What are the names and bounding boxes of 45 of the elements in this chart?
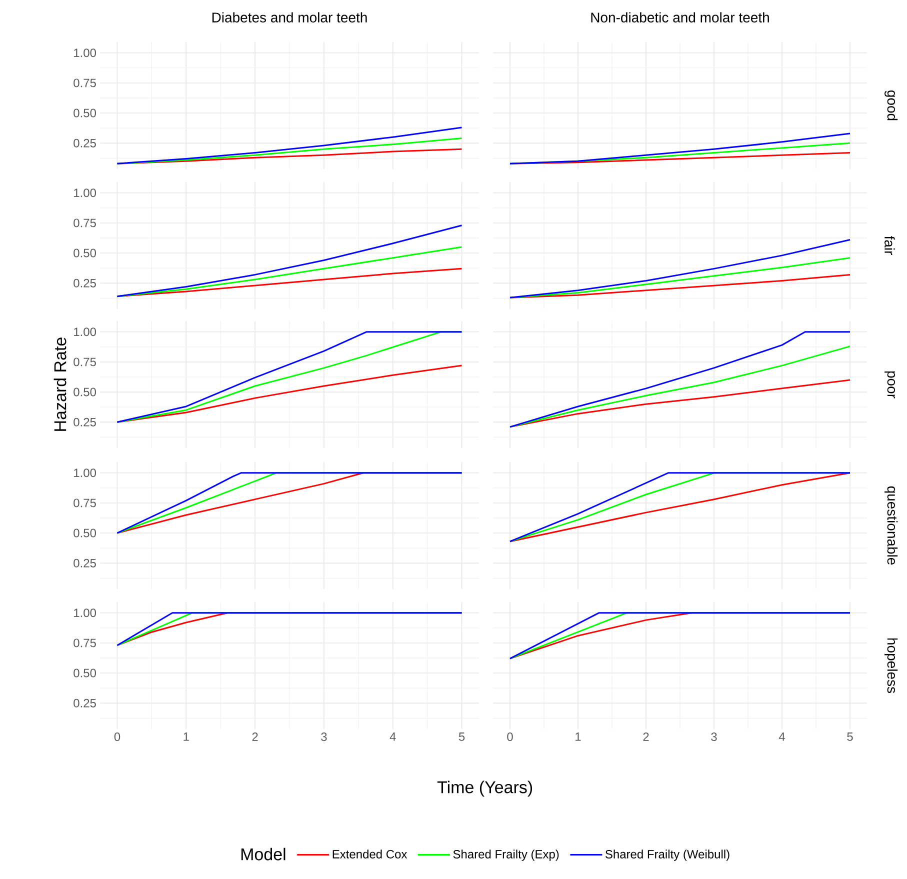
y-tick-label: 1.00 bbox=[74, 468, 96, 478]
y-tick-label: 0.75 bbox=[74, 218, 96, 228]
y-axis-title: Hazard Rate bbox=[54, 338, 66, 431]
x-tick-label: 2 bbox=[252, 732, 258, 741]
legend-label: Shared Frailty (Exp) bbox=[453, 850, 559, 861]
x-tick-label: 3 bbox=[321, 732, 327, 742]
y2-axis-title: questionable bbox=[884, 486, 898, 565]
x-tick-label: 5 bbox=[847, 732, 853, 741]
x-tick-label: 4 bbox=[390, 732, 396, 741]
x-tick-label: 1 bbox=[184, 732, 189, 741]
chart-title: Non-diabetic and molar teeth bbox=[591, 12, 769, 22]
y2-axis-title: fair bbox=[884, 236, 895, 256]
y-tick-label: 0.50 bbox=[74, 528, 96, 538]
y2-axis-title: poor bbox=[884, 371, 895, 398]
y-tick-label: 0.50 bbox=[74, 108, 96, 118]
y-tick-label: 0.50 bbox=[74, 668, 96, 678]
y-tick-label: 0.75 bbox=[74, 78, 96, 88]
x-tick-label: 5 bbox=[458, 732, 465, 741]
y-tick-label: 0.75 bbox=[74, 358, 96, 366]
x-tick-label: 4 bbox=[778, 732, 785, 741]
y-tick-label: 0.25 bbox=[74, 698, 96, 708]
legend-label: Shared Frailty (Weibull) bbox=[605, 850, 730, 861]
x-tick-label: 2 bbox=[643, 732, 649, 741]
y-tick-label: 0.25 bbox=[74, 138, 96, 148]
y-tick-label: 1.00 bbox=[74, 48, 96, 58]
x-tick-label: 0 bbox=[507, 732, 513, 742]
y-tick-label: 0.75 bbox=[74, 498, 96, 508]
chart-title: Diabetes and molar teeth bbox=[212, 12, 367, 22]
y-tick-label: 1.00 bbox=[74, 328, 96, 336]
x-tick-label: 1 bbox=[576, 732, 581, 741]
y-tick-label: 0.75 bbox=[74, 638, 96, 648]
y-tick-label: 0.25 bbox=[74, 558, 96, 568]
y-tick-label: 0.50 bbox=[74, 388, 96, 396]
y2-axis-title: good bbox=[884, 90, 898, 120]
y-tick-label: 0.25 bbox=[74, 418, 96, 426]
y-tick-label: 1.00 bbox=[74, 188, 96, 198]
x-tick-label: 0 bbox=[114, 732, 120, 742]
y-tick-label: 0.25 bbox=[74, 278, 96, 288]
y2-axis-title: hopeless bbox=[884, 638, 898, 694]
x-tick-label: 3 bbox=[711, 732, 717, 742]
legend-label: Extended Cox bbox=[332, 850, 408, 858]
x-axis-title: Time (Years) bbox=[437, 780, 532, 797]
y-tick-label: 0.50 bbox=[74, 248, 96, 258]
y-tick-label: 1.00 bbox=[74, 608, 96, 618]
legend-title: Model bbox=[241, 848, 286, 860]
